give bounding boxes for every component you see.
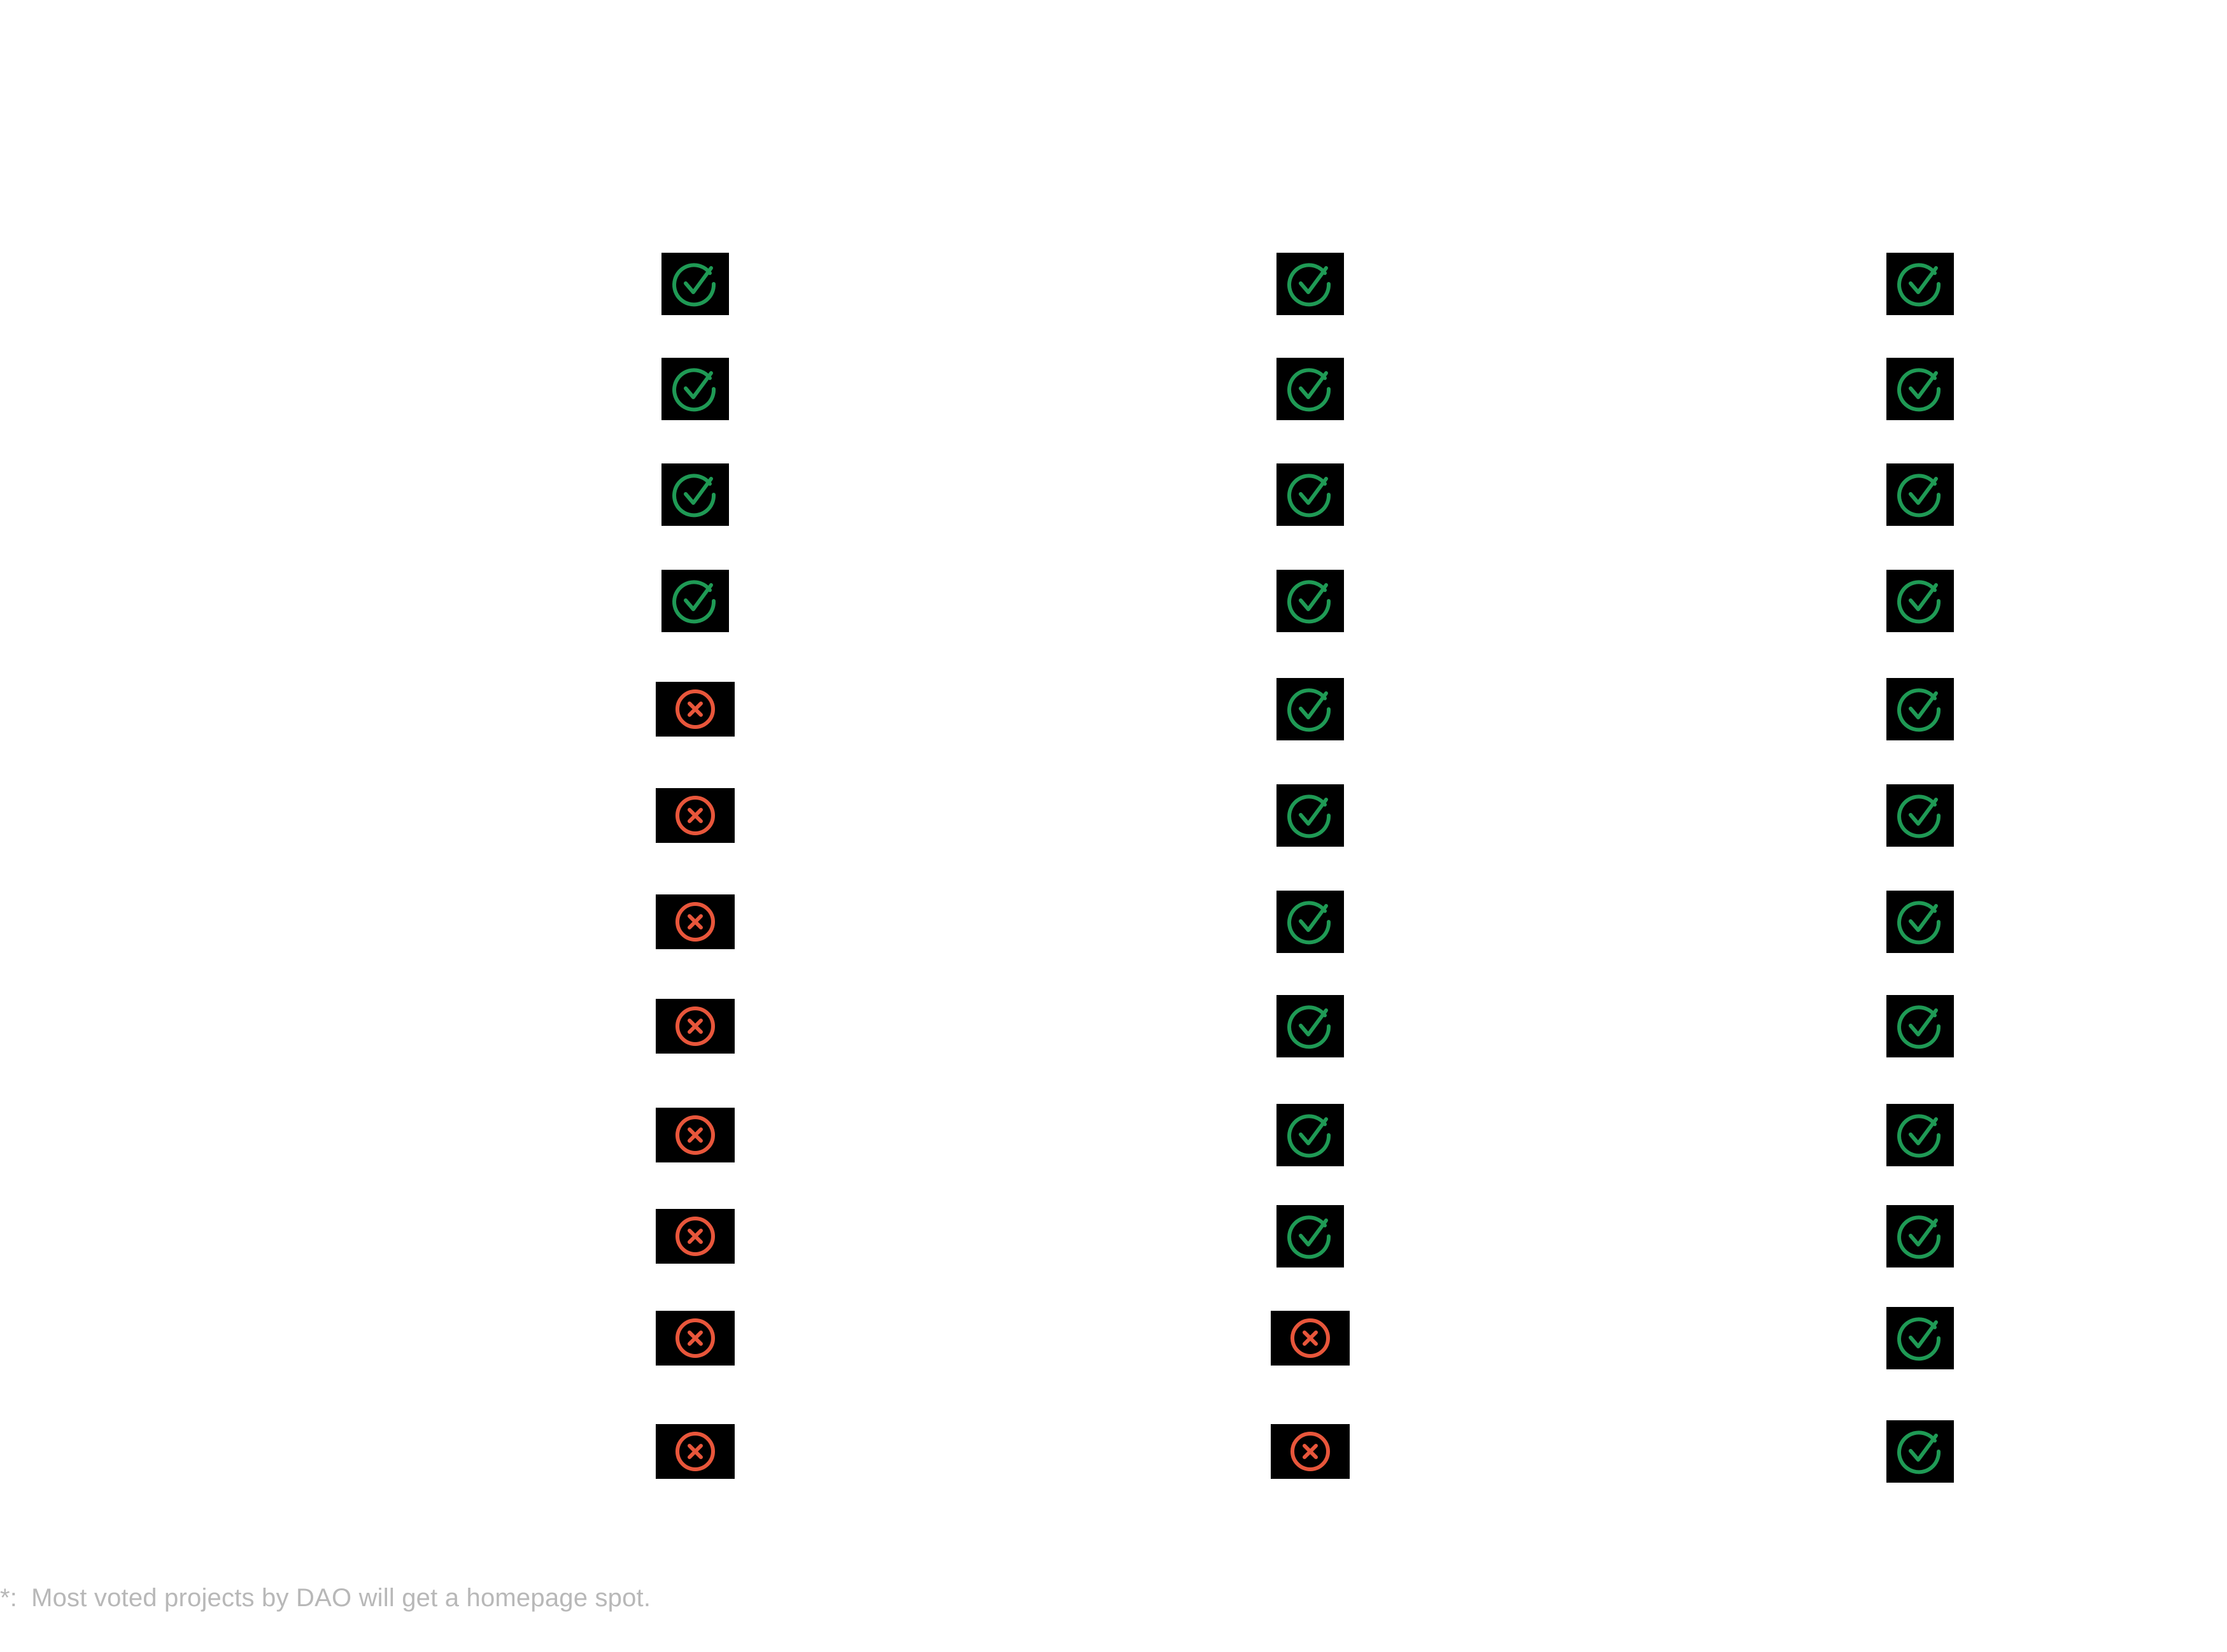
status-cell bbox=[1276, 253, 1344, 315]
check-circle-icon bbox=[1897, 1213, 1944, 1260]
status-cell bbox=[656, 1209, 735, 1264]
status-cell bbox=[1886, 784, 1954, 847]
x-circle-icon bbox=[1289, 1317, 1331, 1359]
status-cell bbox=[656, 1108, 735, 1162]
status-cell bbox=[1276, 570, 1344, 632]
x-circle-icon bbox=[674, 1317, 716, 1359]
status-cell bbox=[656, 1311, 735, 1366]
status-cell bbox=[656, 894, 735, 949]
footnote-marker: *: bbox=[0, 1584, 18, 1612]
status-cell bbox=[1886, 1307, 1954, 1369]
status-cell bbox=[1271, 1424, 1350, 1479]
check-circle-icon bbox=[1897, 471, 1944, 518]
status-cell bbox=[1886, 570, 1954, 632]
status-cell bbox=[1276, 678, 1344, 740]
check-circle-icon bbox=[1287, 1112, 1334, 1159]
status-cell bbox=[1276, 784, 1344, 847]
check-circle-icon bbox=[672, 365, 719, 413]
x-circle-icon bbox=[674, 1005, 716, 1047]
check-circle-icon bbox=[1287, 471, 1334, 518]
status-cell bbox=[661, 463, 729, 526]
check-circle-icon bbox=[1287, 577, 1334, 625]
status-cell bbox=[661, 253, 729, 315]
status-cell bbox=[656, 1424, 735, 1479]
check-circle-icon bbox=[1287, 365, 1334, 413]
check-circle-icon bbox=[1897, 577, 1944, 625]
status-cell bbox=[1886, 358, 1954, 420]
x-circle-icon bbox=[674, 688, 716, 730]
check-circle-icon bbox=[1897, 792, 1944, 839]
check-circle-icon bbox=[1897, 260, 1944, 307]
check-circle-icon bbox=[1287, 686, 1334, 733]
check-circle-icon bbox=[1287, 1213, 1334, 1260]
status-cell bbox=[656, 999, 735, 1054]
check-circle-icon bbox=[1897, 365, 1944, 413]
status-cell bbox=[661, 570, 729, 632]
status-cell bbox=[661, 358, 729, 420]
status-cell bbox=[1886, 463, 1954, 526]
status-cell bbox=[1276, 1104, 1344, 1166]
check-circle-icon bbox=[672, 260, 719, 307]
status-cell bbox=[656, 788, 735, 843]
status-cell bbox=[1271, 1311, 1350, 1366]
x-circle-icon bbox=[1289, 1430, 1331, 1472]
footnote: *: Most voted projects by DAO will get a … bbox=[0, 1584, 651, 1613]
x-circle-icon bbox=[674, 1430, 716, 1472]
status-cell bbox=[1886, 891, 1954, 953]
check-circle-icon bbox=[1897, 1315, 1944, 1362]
check-circle-icon bbox=[1287, 792, 1334, 839]
check-circle-icon bbox=[1897, 898, 1944, 945]
check-circle-icon bbox=[1897, 1112, 1944, 1159]
x-circle-icon bbox=[674, 901, 716, 943]
check-circle-icon bbox=[1287, 1003, 1334, 1050]
status-cell bbox=[656, 682, 735, 737]
status-cell bbox=[1886, 678, 1954, 740]
status-cell bbox=[1886, 1420, 1954, 1483]
status-cell bbox=[1276, 463, 1344, 526]
check-circle-icon bbox=[1897, 1428, 1944, 1475]
x-circle-icon bbox=[674, 794, 716, 837]
status-cell bbox=[1886, 253, 1954, 315]
check-circle-icon bbox=[1897, 1003, 1944, 1050]
footnote-text: Most voted projects by DAO will get a ho… bbox=[31, 1584, 651, 1612]
status-cell bbox=[1276, 1205, 1344, 1267]
check-circle-icon bbox=[672, 471, 719, 518]
status-cell bbox=[1276, 358, 1344, 420]
check-circle-icon bbox=[672, 577, 719, 625]
status-cell bbox=[1886, 1205, 1954, 1267]
status-cell bbox=[1276, 891, 1344, 953]
status-cell bbox=[1886, 995, 1954, 1057]
check-circle-icon bbox=[1897, 686, 1944, 733]
check-circle-icon bbox=[1287, 898, 1334, 945]
status-cell bbox=[1886, 1104, 1954, 1166]
x-circle-icon bbox=[674, 1215, 716, 1257]
check-circle-icon bbox=[1287, 260, 1334, 307]
status-cell bbox=[1276, 995, 1344, 1057]
x-circle-icon bbox=[674, 1114, 716, 1156]
